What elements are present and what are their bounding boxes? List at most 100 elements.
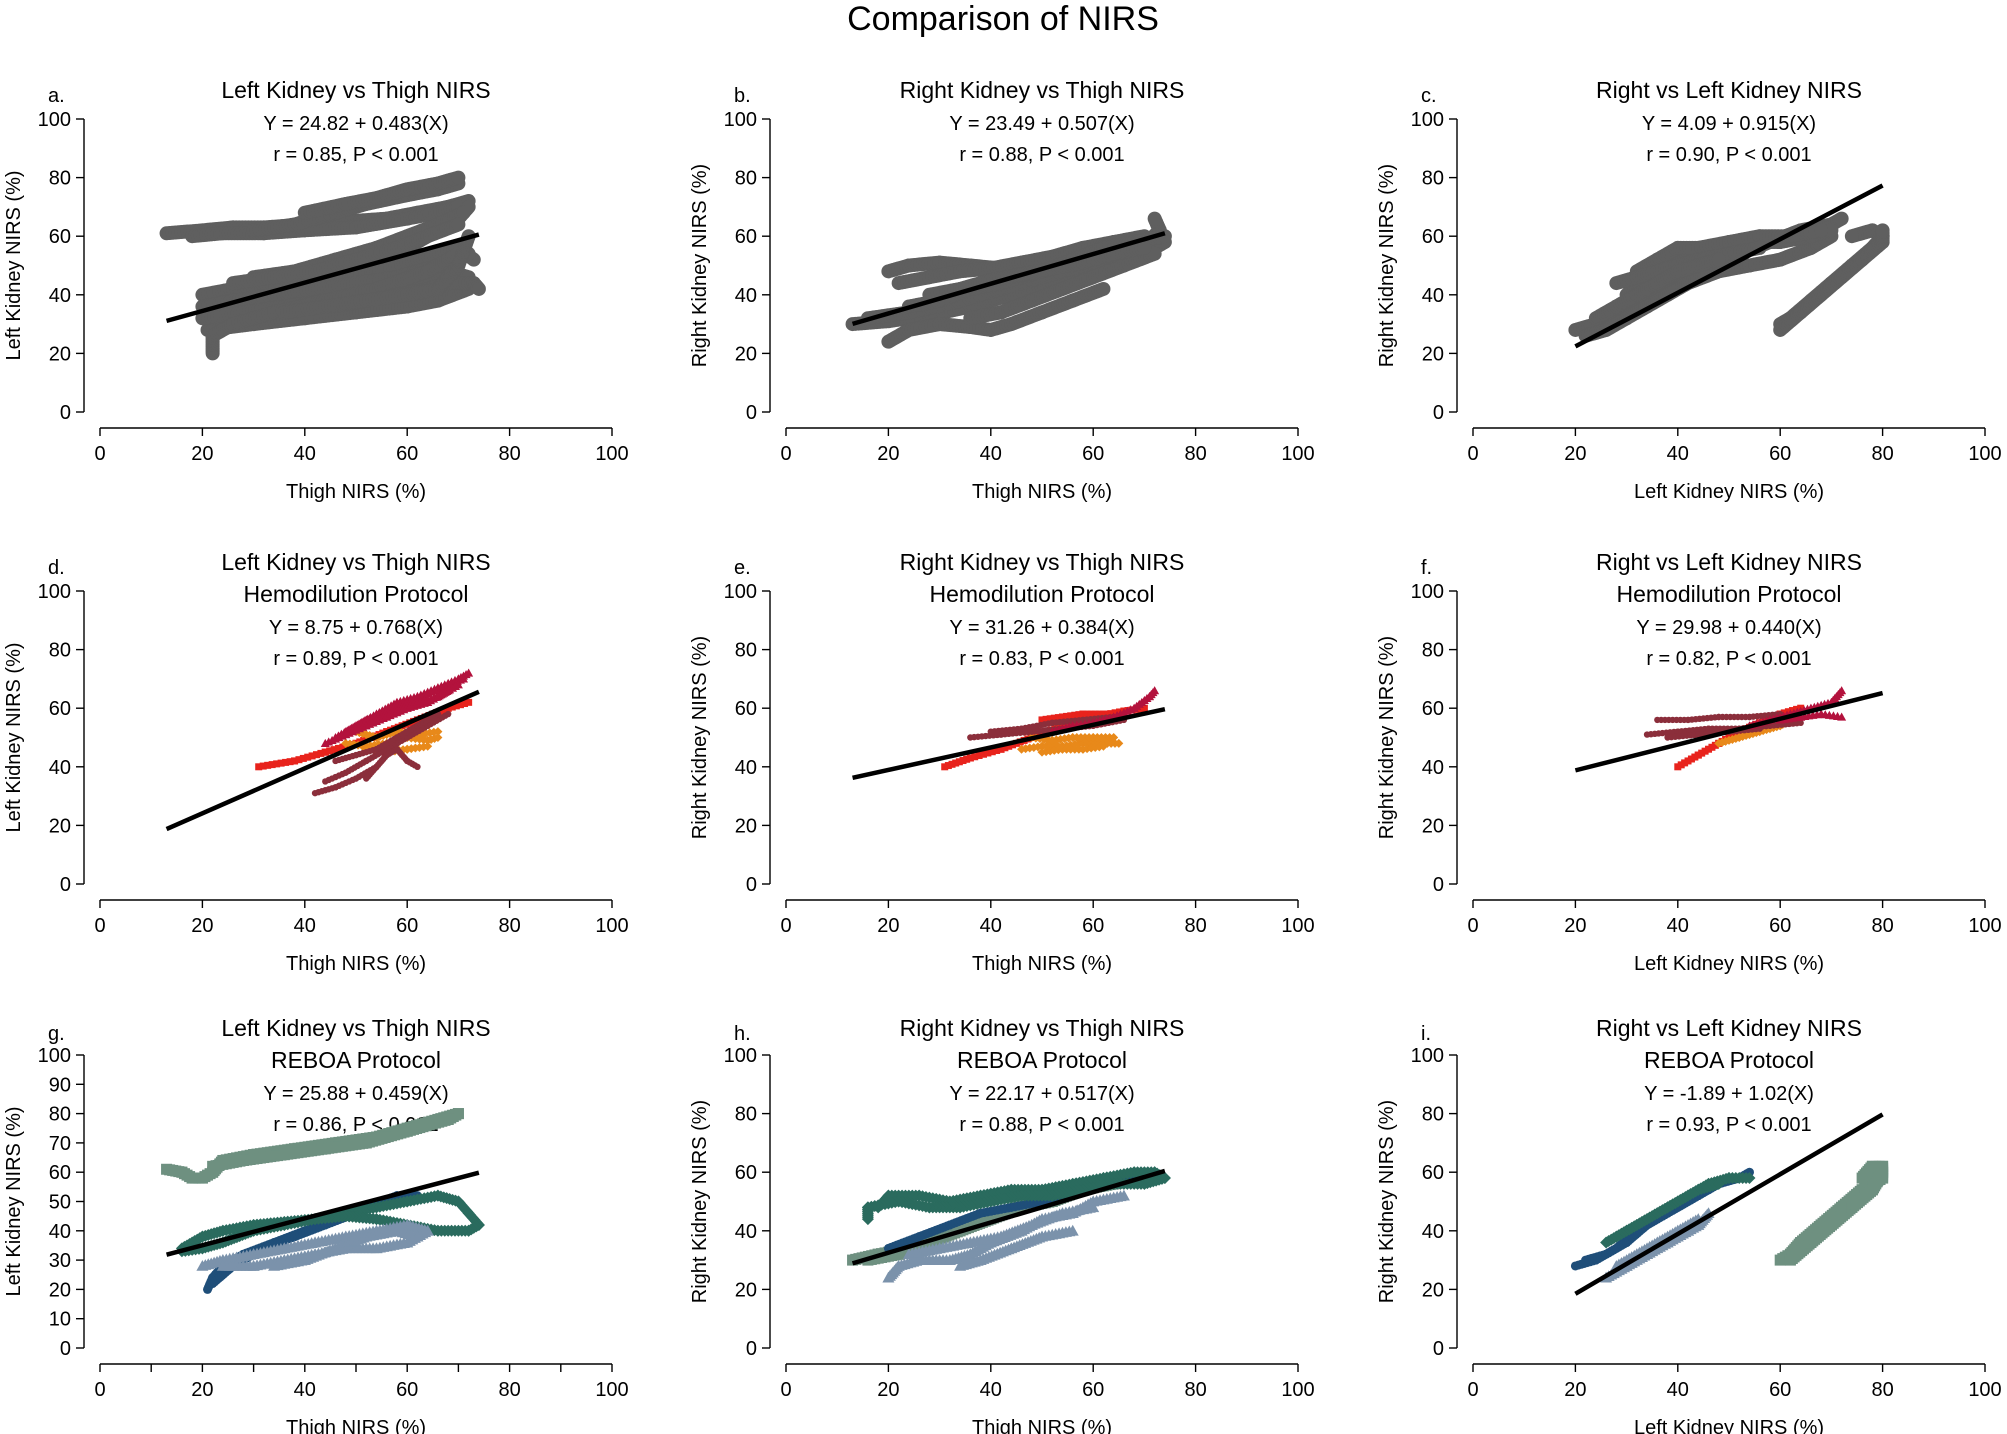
y-tick-label: 50 (49, 1192, 71, 1214)
y-tick-label: 80 (735, 168, 757, 190)
x-tick-label: 80 (498, 915, 520, 937)
y-tick-label: 20 (735, 343, 757, 365)
x-tick-label: 80 (498, 1379, 520, 1401)
x-tick-label: 60 (396, 443, 418, 465)
y-tick-label: 80 (1422, 640, 1444, 662)
y-tick-label: 0 (60, 402, 71, 424)
y-tick-label: 0 (746, 874, 757, 896)
x-tick-label: 100 (1281, 1379, 1314, 1401)
x-tick-label: 0 (780, 915, 791, 937)
x-tick-label: 100 (595, 915, 628, 937)
regression-equation: Y = 29.98 + 0.440(X) (1636, 617, 1821, 639)
series-all (159, 170, 486, 361)
y-tick-label: 80 (735, 1104, 757, 1126)
y-tick-label: 20 (1422, 343, 1444, 365)
x-axis-label: Thigh NIRS (%) (972, 481, 1112, 503)
data-point (456, 205, 471, 220)
y-axis-label: Right Kidney NIRS (%) (689, 636, 711, 839)
x-axis-label: Left Kidney NIRS (%) (1634, 953, 1824, 975)
panel-title-line: Right vs Left Kidney NIRS (1596, 549, 1862, 575)
panel-h: Right Kidney vs Thigh NIRS REBOA Protocol… (689, 1015, 1315, 1434)
y-tick-label: 60 (735, 226, 757, 248)
y-tick-label: 100 (38, 109, 71, 131)
regression-equation: Y = 23.49 + 0.507(X) (949, 113, 1134, 135)
x-tick-label: 0 (94, 915, 105, 937)
x-tick-label: 0 (1467, 915, 1478, 937)
y-tick-label: 100 (38, 581, 71, 603)
y-axis-label: Right Kidney NIRS (%) (1376, 164, 1398, 367)
regression-line (165, 232, 480, 324)
panel-letter: b. (734, 85, 751, 107)
x-tick-label: 20 (1564, 915, 1586, 937)
data-point (1814, 223, 1829, 238)
x-axis-label: Thigh NIRS (%) (972, 953, 1112, 975)
regression-equation: Y = 22.17 + 0.517(X) (949, 1083, 1134, 1105)
y-tick-label: 100 (724, 581, 757, 603)
panel-title-line: REBOA Protocol (271, 1047, 441, 1073)
regression-equation: Y = 25.88 + 0.459(X) (263, 1083, 448, 1105)
y-tick-label: 100 (724, 1045, 757, 1067)
correlation-stats: r = 0.82, P < 0.001 (1646, 648, 1811, 670)
data-point (1096, 281, 1111, 296)
panel-letter: g. (48, 1023, 65, 1045)
y-tick-label: 40 (1422, 757, 1444, 779)
y-tick-label: 100 (724, 109, 757, 131)
y-tick-label: 80 (1422, 168, 1444, 190)
x-tick-label: 40 (1667, 915, 1689, 937)
x-tick-label: 0 (94, 443, 105, 465)
data-point (1844, 229, 1859, 244)
panel-title-line: Hemodilution Protocol (243, 581, 468, 607)
x-tick-label: 0 (780, 1379, 791, 1401)
y-axis-label: Left Kidney NIRS (%) (3, 642, 25, 832)
y-tick-label: 80 (49, 640, 71, 662)
regression-equation: Y = 31.26 + 0.384(X) (949, 617, 1134, 639)
panel-title-line: Right Kidney vs Thigh NIRS (900, 1015, 1185, 1041)
y-tick-label: 40 (735, 285, 757, 307)
x-axis-label: Thigh NIRS (%) (286, 1417, 426, 1434)
y-tick-label: 60 (735, 698, 757, 720)
panel-f: Right vs Left Kidney NIRS Hemodilution Pr… (1376, 549, 2002, 975)
y-tick-label: 0 (1433, 874, 1444, 896)
panel-letter: e. (734, 557, 751, 579)
y-axis-label: Left Kidney NIRS (%) (3, 1106, 25, 1296)
regression-line (165, 689, 480, 832)
y-tick-label: 0 (60, 1338, 71, 1360)
panel-title-line: Right vs Left Kidney NIRS (1596, 77, 1862, 103)
data-point (1137, 240, 1152, 255)
x-tick-label: 40 (980, 915, 1002, 937)
x-tick-label: 40 (294, 915, 316, 937)
data-point (414, 763, 421, 770)
x-tick-label: 0 (780, 443, 791, 465)
y-tick-label: 20 (49, 1279, 71, 1301)
x-tick-label: 100 (1968, 443, 2001, 465)
panel-title-line: Right Kidney vs Thigh NIRS (900, 77, 1185, 103)
y-tick-label: 60 (735, 1162, 757, 1184)
y-tick-label: 30 (49, 1250, 71, 1272)
y-tick-label: 10 (49, 1309, 71, 1331)
figure-title: Comparison of NIRS (847, 0, 1159, 38)
y-tick-label: 70 (49, 1133, 71, 1155)
correlation-stats: r = 0.85, P < 0.001 (273, 144, 438, 166)
y-tick-label: 80 (735, 640, 757, 662)
regression-equation: Y = 24.82 + 0.483(X) (263, 113, 448, 135)
data-point (451, 217, 466, 232)
regression-line (1574, 690, 1884, 773)
panel-title-line: REBOA Protocol (957, 1047, 1127, 1073)
y-tick-label: 0 (746, 402, 757, 424)
x-tick-label: 60 (1769, 443, 1791, 465)
panel-title-line: Hemodilution Protocol (1616, 581, 1841, 607)
x-tick-label: 100 (595, 443, 628, 465)
x-tick-label: 20 (877, 443, 899, 465)
x-axis-label: Left Kidney NIRS (%) (1634, 481, 1824, 503)
y-tick-label: 40 (49, 757, 71, 779)
panel-letter: a. (48, 85, 65, 107)
y-tick-label: 20 (49, 815, 71, 837)
x-tick-label: 40 (294, 443, 316, 465)
correlation-stats: r = 0.89, P < 0.001 (273, 648, 438, 670)
y-tick-label: 60 (49, 226, 71, 248)
y-tick-label: 0 (746, 1338, 757, 1360)
x-tick-label: 80 (1184, 1379, 1206, 1401)
x-tick-label: 20 (191, 443, 213, 465)
